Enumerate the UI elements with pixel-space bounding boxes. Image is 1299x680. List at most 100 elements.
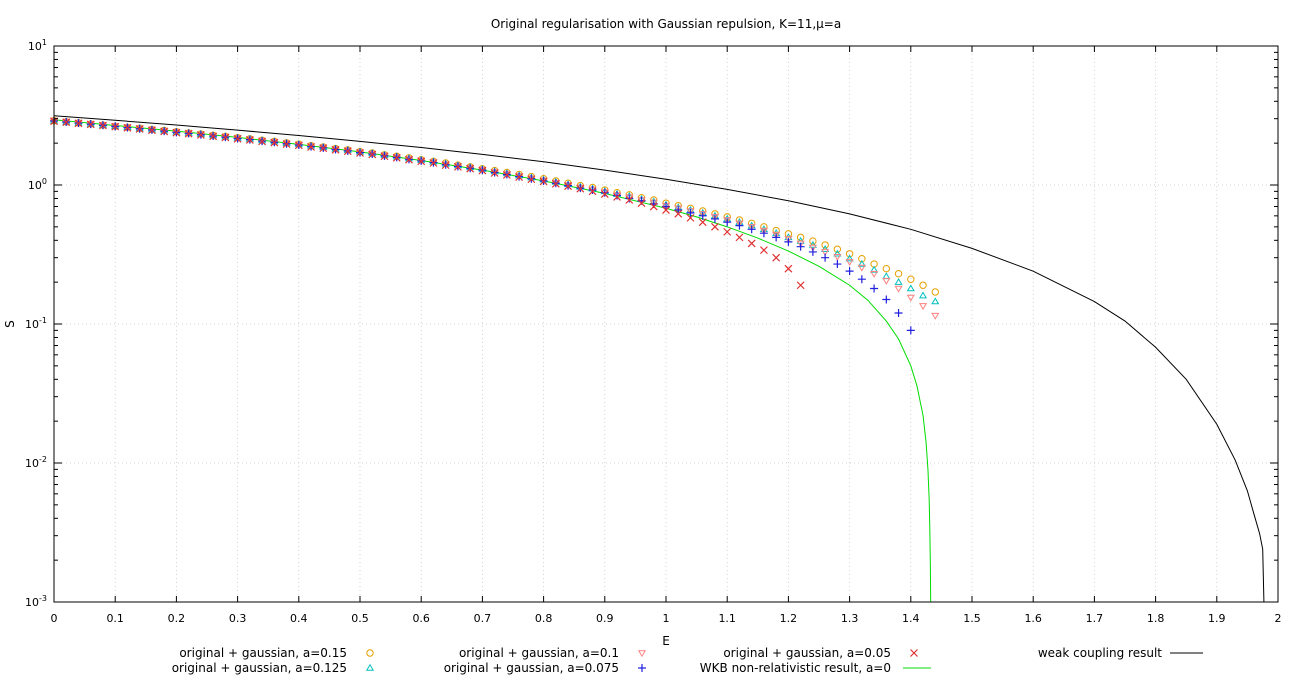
data-point <box>319 144 328 153</box>
data-point <box>551 179 560 188</box>
data-point <box>723 217 732 225</box>
data-point <box>894 285 903 293</box>
y-tick-label: 101 <box>28 38 47 53</box>
x-tick-label: 0.1 <box>106 612 124 625</box>
data-point <box>772 233 781 242</box>
data-point <box>356 149 364 157</box>
data-point <box>453 162 462 171</box>
data-point <box>894 308 903 317</box>
x-tick-label: 0.3 <box>229 612 247 625</box>
data-point <box>906 294 915 302</box>
series-line-weak-coupling-result <box>53 115 1265 603</box>
grid-lines <box>54 46 1278 602</box>
data-point <box>662 206 670 215</box>
chart-title: Original regularisation with Gaussian re… <box>491 17 841 31</box>
data-point <box>405 155 413 164</box>
data-point <box>882 277 891 285</box>
x-tick-label: 0.2 <box>168 612 186 625</box>
data-point <box>392 153 401 162</box>
data-point <box>294 141 303 150</box>
data-point <box>759 227 768 235</box>
legend-label: WKB non-relativistic result, a=0 <box>700 661 891 675</box>
legend-label: original + gaussian, a=0.15 <box>179 646 347 660</box>
legend-swatch <box>637 650 647 658</box>
y-axis-label: S <box>3 320 17 328</box>
data-point <box>723 218 732 227</box>
data-point <box>857 264 866 272</box>
data-point <box>564 182 573 191</box>
y-axis-ticks: 101 100 10-1 10-2 10-3 <box>25 38 1278 609</box>
data-point <box>625 194 634 203</box>
data-point <box>931 288 939 296</box>
data-point <box>331 145 340 154</box>
x-tick-label: 2 <box>1275 612 1282 625</box>
data-point <box>172 128 181 137</box>
data-point <box>723 227 732 236</box>
data-point <box>490 169 499 177</box>
data-point <box>184 129 193 138</box>
data-point <box>784 264 793 273</box>
data-point <box>907 275 915 283</box>
data-point <box>809 237 817 245</box>
data-point <box>368 150 377 159</box>
data-point <box>870 265 879 273</box>
data-point <box>784 237 793 246</box>
data-point <box>711 222 719 231</box>
legend-label: weak coupling result <box>1038 646 1162 660</box>
data-point <box>845 254 854 262</box>
data-point <box>808 247 817 256</box>
data-point <box>637 199 646 208</box>
data-point <box>649 202 658 211</box>
data-point <box>796 242 805 251</box>
data-point <box>600 190 609 199</box>
data-point <box>735 233 744 242</box>
data-point <box>99 121 107 130</box>
data-point <box>808 240 817 248</box>
data-point <box>845 267 854 276</box>
data-point <box>796 240 805 248</box>
x-axis-label: E <box>662 634 670 648</box>
legend-swatch <box>365 663 375 671</box>
data-point <box>282 140 291 148</box>
x-tick-label: 1.1 <box>718 612 736 625</box>
data-point <box>307 142 315 151</box>
data-point <box>613 191 622 200</box>
data-point <box>735 221 744 230</box>
data-point <box>796 281 805 290</box>
data-point <box>821 241 829 249</box>
data-point <box>588 186 597 195</box>
data-point <box>478 166 487 175</box>
x-tick-label: 1.8 <box>1147 612 1165 625</box>
data-point <box>772 231 781 239</box>
data-point <box>209 132 218 141</box>
data-point <box>613 193 621 201</box>
data-point <box>686 208 695 216</box>
data-point <box>625 196 634 204</box>
x-tick-label: 1.2 <box>780 612 798 625</box>
x-tick-label: 0.6 <box>412 612 430 625</box>
data-point <box>772 253 781 262</box>
data-point <box>123 123 132 132</box>
data-point <box>576 184 585 193</box>
data-point <box>821 253 830 262</box>
data-point <box>674 205 683 213</box>
data-point <box>502 171 511 179</box>
series-original-gaussian-a-0-05 <box>50 117 805 290</box>
data-point <box>710 214 719 223</box>
data-point <box>417 157 426 166</box>
y-tick-label: 10-2 <box>25 455 47 470</box>
data-point <box>870 270 879 278</box>
data-point <box>857 259 866 267</box>
data-point <box>857 275 866 284</box>
data-point <box>833 253 842 261</box>
x-tick-label: 0.7 <box>474 612 492 625</box>
legend-label: original + gaussian, a=0.125 <box>172 661 347 675</box>
legend-swatch <box>638 664 646 672</box>
x-tick-label: 0.5 <box>351 612 369 625</box>
data-point <box>759 229 768 238</box>
data-point <box>931 297 940 305</box>
data-point <box>111 122 120 131</box>
data-point <box>258 137 267 146</box>
